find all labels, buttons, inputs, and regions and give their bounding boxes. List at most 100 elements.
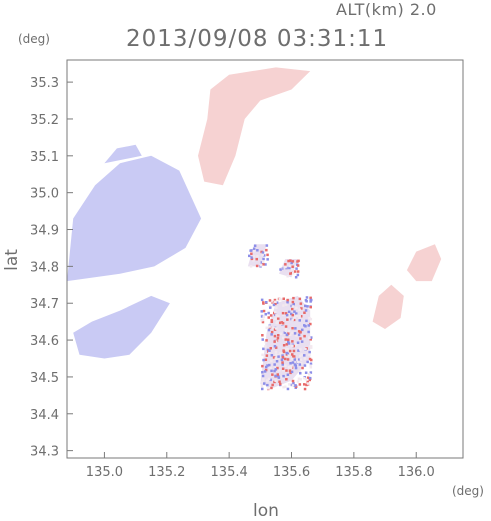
data-cell (308, 336, 311, 339)
data-cell (276, 315, 280, 318)
data-cell (282, 385, 285, 389)
data-cell (261, 260, 265, 263)
data-cell (295, 306, 298, 310)
y-tick-label: 35.1 (30, 150, 59, 165)
data-cell (298, 317, 301, 320)
data-cell (277, 355, 280, 358)
data-cell (298, 383, 302, 386)
data-cell (260, 318, 263, 322)
data-cell (300, 353, 303, 356)
x-tick-label: 135.6 (273, 465, 310, 480)
data-cell (306, 380, 309, 384)
data-region-positive (372, 284, 404, 329)
data-cell (274, 302, 277, 306)
data-cell (287, 310, 291, 314)
data-cell (282, 344, 286, 347)
data-cell (277, 376, 281, 379)
data-cell (286, 301, 289, 304)
data-cell (262, 257, 265, 261)
data-cell (280, 298, 284, 301)
data-cell (292, 296, 295, 300)
x-axis-label: lon (253, 501, 279, 521)
data-cell (282, 313, 285, 316)
data-cell (299, 372, 302, 375)
y-tick-label: 34.8 (30, 260, 59, 275)
data-cell (309, 322, 312, 326)
data-region-positive (198, 67, 311, 186)
data-cell (281, 367, 285, 370)
data-cell (309, 345, 313, 348)
y-axis-unit: (deg) (18, 32, 50, 46)
x-tick-label: 135.0 (86, 465, 123, 480)
data-cell (291, 379, 295, 383)
data-cell (303, 311, 306, 314)
data-cell (288, 264, 292, 268)
data-region-positive (406, 244, 442, 282)
x-tick-label: 135.2 (148, 465, 185, 480)
data-cell (308, 378, 311, 382)
data-cell (309, 346, 313, 349)
data-cell (272, 326, 275, 330)
data-cell (286, 298, 289, 302)
data-cell (307, 324, 310, 327)
data-cell (250, 252, 253, 255)
data-cell (276, 366, 279, 370)
data-cell (291, 307, 294, 311)
x-tick-label: 136.0 (398, 465, 435, 480)
data-cell (286, 352, 290, 355)
data-cell (309, 362, 313, 365)
data-cell (273, 317, 277, 320)
data-cell (278, 297, 281, 301)
y-tick-label: 34.9 (30, 224, 59, 239)
data-cell (260, 250, 263, 254)
data-cell (305, 319, 308, 323)
data-cell (298, 297, 302, 301)
data-cell (256, 249, 259, 252)
data-cell (268, 351, 271, 354)
data-cell (281, 311, 285, 315)
data-cell (265, 244, 269, 247)
data-cell (299, 358, 303, 361)
data-cell (292, 302, 295, 306)
data-cell (293, 270, 297, 273)
data-cell (250, 257, 254, 261)
data-cell (269, 378, 272, 382)
data-cell (269, 314, 273, 317)
data-cell (293, 310, 296, 313)
data-cell (292, 272, 295, 275)
data-cell (297, 377, 301, 380)
data-cell (290, 312, 293, 316)
data-cell (265, 248, 268, 252)
data-cell (261, 353, 264, 357)
data-cell (296, 264, 300, 267)
data-region-negative (73, 295, 170, 359)
data-cell (255, 264, 259, 268)
data-cell (293, 332, 297, 335)
data-cell (290, 271, 294, 275)
data-cell (291, 260, 295, 263)
data-cell (299, 354, 302, 358)
data-cell (279, 382, 282, 386)
data-cell (261, 320, 265, 324)
chart-title: 2013/09/08 03:31:11 (126, 26, 389, 52)
plot-frame (66, 59, 464, 459)
data-cell (305, 296, 309, 299)
data-cell (287, 332, 290, 335)
y-tick-label: 35.2 (30, 113, 59, 128)
data-cell (301, 366, 304, 370)
data-cell (261, 387, 264, 391)
y-tick-label: 34.5 (30, 371, 59, 386)
data-cell (279, 332, 282, 335)
data-cell (309, 366, 313, 369)
data-cell (281, 361, 284, 364)
data-cell (303, 387, 307, 391)
data-cell (287, 354, 290, 357)
data-cell (309, 338, 312, 341)
data-cell (279, 268, 282, 271)
data-cell (260, 261, 264, 264)
data-cell (309, 371, 313, 374)
data-cell (270, 359, 273, 363)
data-cell (296, 341, 300, 344)
data-cell (291, 331, 294, 334)
data-cell (291, 305, 295, 308)
